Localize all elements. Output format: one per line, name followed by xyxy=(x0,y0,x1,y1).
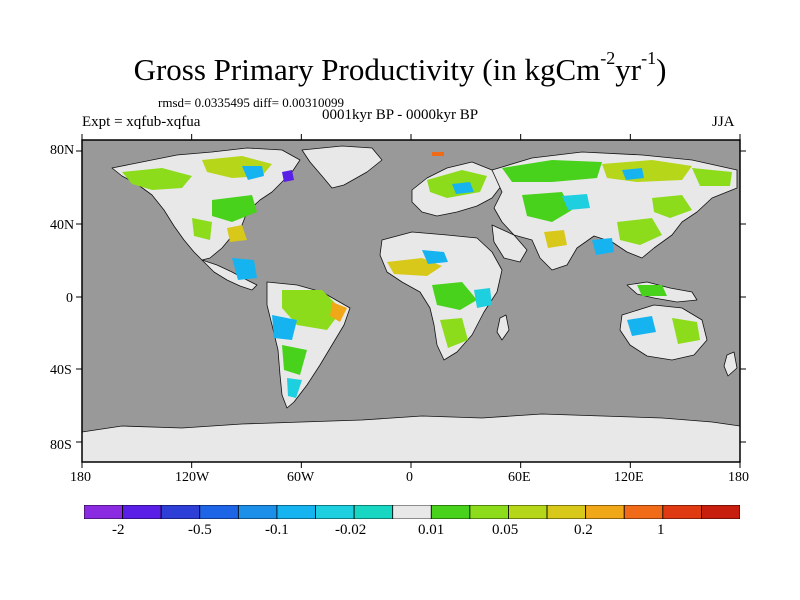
colorbar-swatch xyxy=(84,505,123,519)
gpp-patch xyxy=(544,230,567,248)
map-title: Gross Primary Productivity (in kgCm-2yr-… xyxy=(0,48,800,88)
arabian-peninsula xyxy=(491,224,528,263)
gpp-patch xyxy=(617,218,662,245)
gpp-anomaly-patches xyxy=(122,152,732,398)
colorbar-label: 0.2 xyxy=(574,522,593,538)
colorbar-label: -0.02 xyxy=(335,522,367,538)
colorbar-label: -0.5 xyxy=(188,522,212,538)
gpp-patch xyxy=(592,238,614,255)
gpp-patch xyxy=(122,168,192,190)
title-text: Gross Primary Productivity (in kgCm xyxy=(133,52,601,87)
lon-label-120e: 120E xyxy=(614,470,644,485)
gpp-patch xyxy=(287,378,302,398)
greenland xyxy=(301,145,383,189)
gpp-patch xyxy=(432,152,444,156)
gpp-patch xyxy=(282,345,307,375)
lon-label-60e: 60E xyxy=(508,470,531,485)
lat-label-40n: 40N xyxy=(50,218,75,233)
gpp-patch xyxy=(242,166,264,180)
colorbar xyxy=(84,505,740,519)
lon-label-0: 0 xyxy=(406,470,413,485)
gpp-patch xyxy=(422,250,448,264)
gpp-patch xyxy=(522,192,572,222)
gpp-patch xyxy=(232,258,257,280)
colorbar-swatch xyxy=(585,505,625,519)
colorbar-swatch xyxy=(392,505,432,519)
lon-label-120w: 120W xyxy=(175,470,210,485)
colorbar-swatch xyxy=(353,505,394,519)
lat-label-0: 0 xyxy=(66,291,73,306)
colorbar-swatch xyxy=(662,505,702,519)
lon-label-180w: 180 xyxy=(70,470,91,485)
gpp-patch xyxy=(627,316,656,336)
gpp-patch xyxy=(432,282,477,310)
colorbar-label: 1 xyxy=(657,522,665,538)
experiment-label: Expt = xqfub-xqfua xyxy=(82,114,201,130)
new-zealand xyxy=(723,351,738,377)
gpp-patch xyxy=(652,195,692,218)
gpp-patch xyxy=(272,315,297,340)
stats-line: rmsd= 0.0335495 diff= 0.00310099 xyxy=(158,95,344,110)
madagascar xyxy=(496,314,510,341)
lat-label-80s: 80S xyxy=(50,438,72,453)
lat-label-40s: 40S xyxy=(50,363,72,378)
map-border xyxy=(81,139,741,463)
period-label: 0001kyr BP - 0000kyr BP xyxy=(322,107,479,123)
colorbar-swatch xyxy=(237,505,278,519)
central-america xyxy=(201,259,258,291)
gpp-patch xyxy=(562,194,590,210)
colorbar-swatch xyxy=(315,505,355,519)
title-exponent-2: -1 xyxy=(641,48,657,68)
lon-label-60w: 60W xyxy=(287,470,315,485)
colorbar-label: -2 xyxy=(112,522,125,538)
gpp-patch xyxy=(440,318,468,348)
gpp-patch xyxy=(622,168,644,180)
gpp-patch xyxy=(227,225,247,242)
gpp-patch xyxy=(330,302,347,322)
colorbar-swatch xyxy=(160,505,201,519)
colorbar-swatch xyxy=(701,505,740,519)
lat-label-80n: 80N xyxy=(50,143,75,158)
colorbar-swatch xyxy=(508,505,548,519)
gpp-patch xyxy=(637,285,667,296)
gpp-patch xyxy=(602,160,692,182)
season-label: JJA xyxy=(712,114,735,130)
colorbar-swatch xyxy=(469,505,509,519)
colorbar-swatch xyxy=(546,505,587,519)
title-exponent-1: -2 xyxy=(600,48,616,68)
gpp-patch xyxy=(192,218,212,240)
gpp-patch xyxy=(672,318,700,344)
gpp-patch xyxy=(474,288,492,308)
gpp-patch xyxy=(502,160,602,182)
gpp-patch xyxy=(452,182,474,194)
lon-label-180e: 180 xyxy=(728,470,749,485)
colorbar-swatch xyxy=(430,505,471,519)
gpp-patch xyxy=(282,170,294,182)
colorbar-label: 0.05 xyxy=(492,522,519,538)
colorbar-label: -0.1 xyxy=(265,522,289,538)
title-close: ) xyxy=(656,52,667,87)
world-map xyxy=(76,134,746,468)
gpp-patch xyxy=(692,168,732,186)
colorbar-swatch xyxy=(122,505,162,519)
colorbar-swatch xyxy=(623,505,664,519)
title-unit-yr: yr xyxy=(615,52,642,87)
gpp-patch xyxy=(212,195,257,222)
colorbar-swatch xyxy=(276,505,316,519)
colorbar-label: 0.01 xyxy=(418,522,445,538)
colorbar-swatch xyxy=(199,505,239,519)
